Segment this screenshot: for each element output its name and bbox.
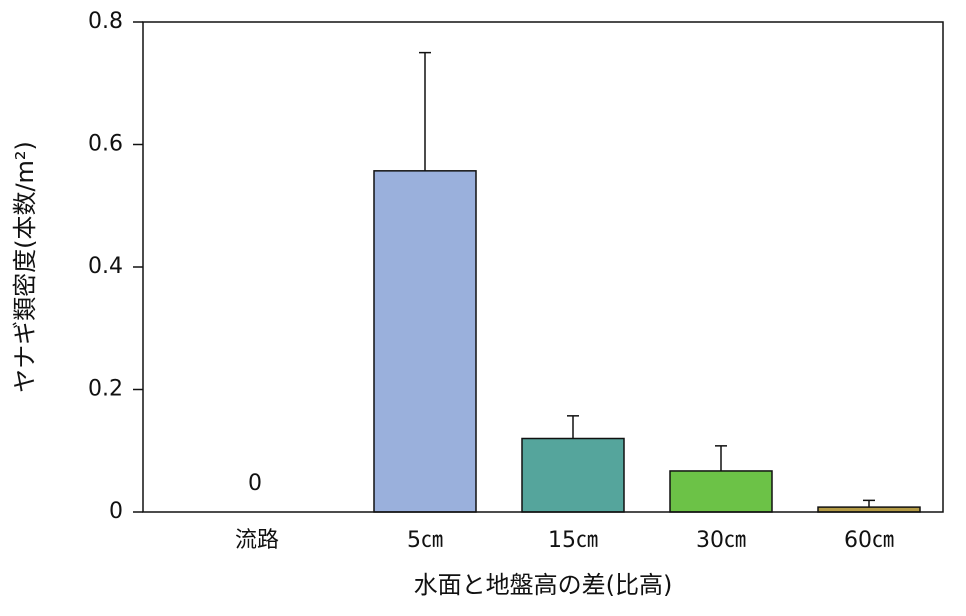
y-tick-label: 0.6 [88, 132, 123, 157]
error-bar [715, 445, 727, 471]
bar [373, 170, 477, 513]
x-tick-label: 15㎝ [548, 528, 598, 553]
x-tick-label: 60㎝ [844, 528, 894, 553]
bar [669, 470, 773, 513]
x-tick-label: 30㎝ [696, 528, 746, 553]
y-tick-label: 0.4 [88, 254, 123, 279]
error-bar [863, 499, 875, 508]
y-axis-title: ヤナギ類密度(本数/m²) [11, 141, 39, 393]
y-tick-label: 0.2 [88, 377, 123, 402]
error-bar [419, 51, 431, 171]
error-bar [567, 415, 579, 439]
plot-frame [142, 21, 944, 513]
y-tick-label: 0 [109, 499, 123, 524]
value-label: 0 [248, 471, 262, 496]
x-axis-title: 水面と地盤高の差(比高) [414, 571, 673, 599]
y-tick-label: 0.8 [88, 9, 123, 34]
bar [521, 437, 625, 513]
x-tick-label: 流路 [235, 528, 279, 553]
x-tick-label: 5㎝ [407, 528, 443, 553]
